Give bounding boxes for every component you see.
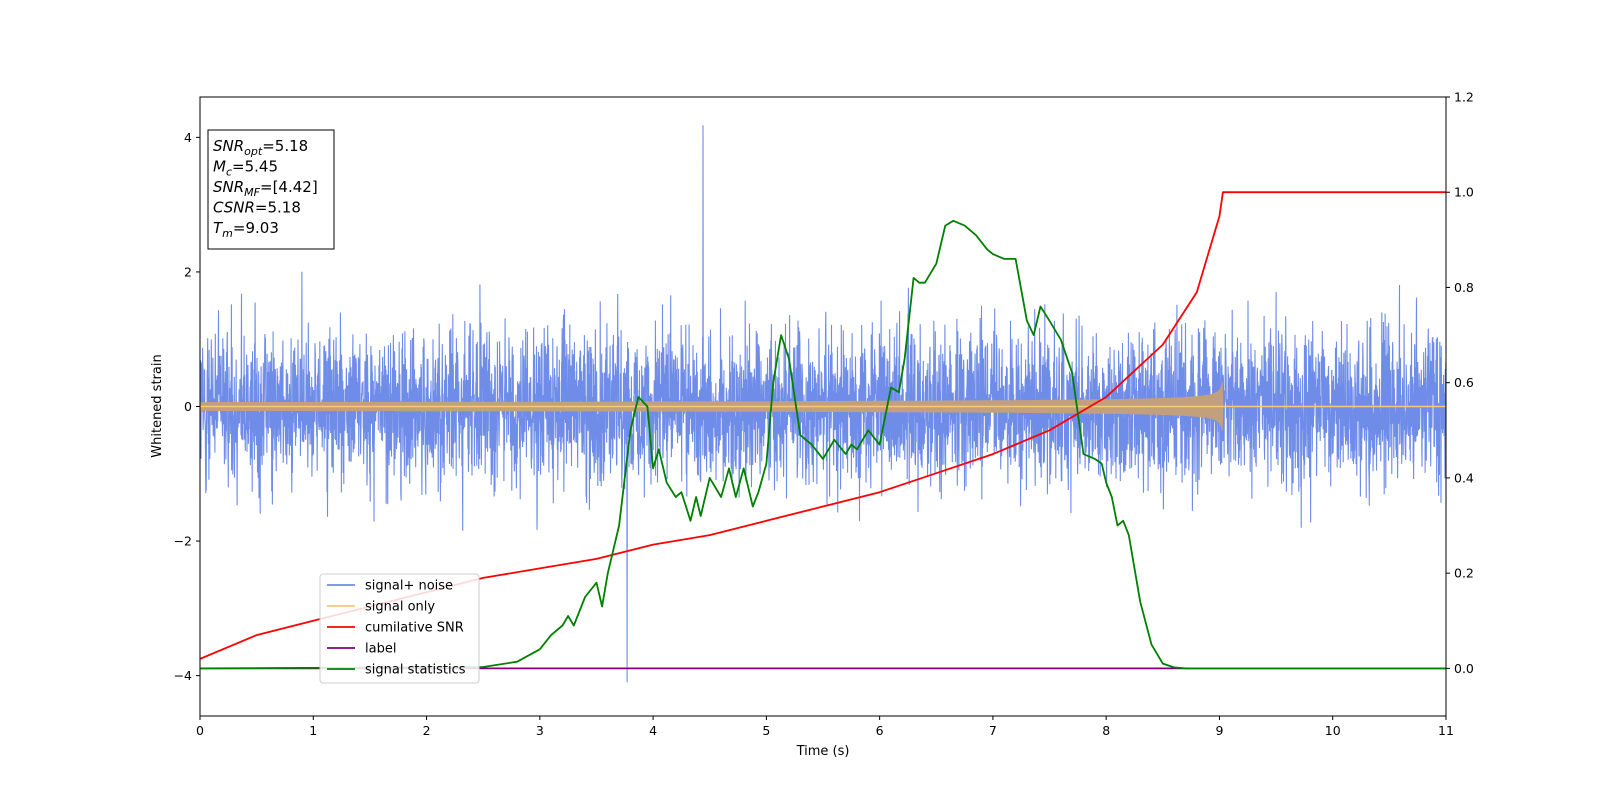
- y-left-tick-label: 2: [184, 264, 192, 279]
- x-tick-label: 5: [762, 723, 770, 738]
- legend-label: signal only: [365, 600, 435, 615]
- y-left-tick-label: 0: [184, 399, 192, 414]
- y-right-tick-label: 0.2: [1454, 566, 1474, 581]
- x-tick-label: 7: [989, 723, 997, 738]
- info-box-line: SNRopt=5.18: [213, 137, 308, 158]
- x-tick-label: 6: [876, 723, 884, 738]
- info-symbol: M: [213, 158, 226, 176]
- legend-frame: [319, 573, 480, 684]
- info-subscript: m: [222, 227, 233, 240]
- legend-label: signal statistics: [365, 663, 466, 678]
- info-value: =[4.42]: [260, 178, 318, 196]
- info-box-line: Tm=9.03: [213, 219, 279, 240]
- info-symbol: SNR: [213, 178, 244, 196]
- y-right-tick-label: 0.8: [1454, 280, 1474, 295]
- y-left-tick-label: −2: [174, 534, 192, 549]
- legend-label: cumilative SNR: [365, 621, 464, 636]
- info-symbol: SNR: [213, 137, 244, 155]
- y-right-tick-label: 1.2: [1454, 90, 1474, 105]
- info-box-line: CSNR=5.18: [213, 199, 301, 217]
- y-right-tick-label: 0.6: [1454, 375, 1474, 390]
- x-axis: 0 1 2 3 4 5 6 7 8 9 10 11: [196, 716, 1454, 738]
- info-value: =9.03: [233, 219, 279, 237]
- y-right-tick-label: 1.0: [1454, 185, 1474, 200]
- info-value: =5.45: [232, 158, 278, 176]
- y-axis-right: 1.2 1.0 0.8 0.6 0.4 0.2 0.0: [1446, 90, 1474, 676]
- legend: signal+ noise signal only cumilative SNR la…: [319, 573, 480, 684]
- x-tick-label: 4: [649, 723, 657, 738]
- y-left-tick-label: 4: [184, 130, 192, 145]
- x-tick-label: 2: [423, 723, 431, 738]
- info-symbol: T: [213, 219, 224, 237]
- x-tick-label: 8: [1102, 723, 1110, 738]
- info-box: SNRopt=5.18Mc=5.45SNRMF=[4.42]CSNR=5.18T…: [207, 129, 335, 250]
- legend-label: signal+ noise: [365, 579, 453, 594]
- x-tick-label: 9: [1215, 723, 1223, 738]
- y-right-tick-label: 0.0: [1454, 661, 1474, 676]
- y-axis-left: 4 2 0 −2 −4: [174, 130, 200, 683]
- x-tick-label: 0: [196, 723, 204, 738]
- y-axis-label: Whitened strain: [150, 354, 165, 457]
- x-axis-label: Time (s): [796, 744, 850, 759]
- x-tick-label: 3: [536, 723, 544, 738]
- info-value: =5.18: [262, 137, 308, 155]
- info-subscript: MF: [244, 186, 260, 199]
- x-tick-label: 11: [1438, 723, 1454, 738]
- x-tick-label: 1: [309, 723, 317, 738]
- info-subscript: opt: [244, 145, 263, 158]
- x-tick-label: 10: [1325, 723, 1341, 738]
- y-right-tick-label: 0.4: [1454, 470, 1474, 485]
- info-subscript: c: [226, 166, 232, 179]
- series-signal-statistics-line: [200, 219, 1446, 670]
- legend-label: label: [365, 642, 396, 657]
- info-box-frame: [207, 129, 335, 250]
- info-box-line: SNRMF=[4.42]: [213, 178, 318, 199]
- info-value: =5.18: [255, 199, 301, 217]
- y-left-tick-label: −4: [174, 668, 192, 683]
- info-symbol: CSNR: [213, 199, 255, 217]
- info-box-line: Mc=5.45: [213, 158, 278, 179]
